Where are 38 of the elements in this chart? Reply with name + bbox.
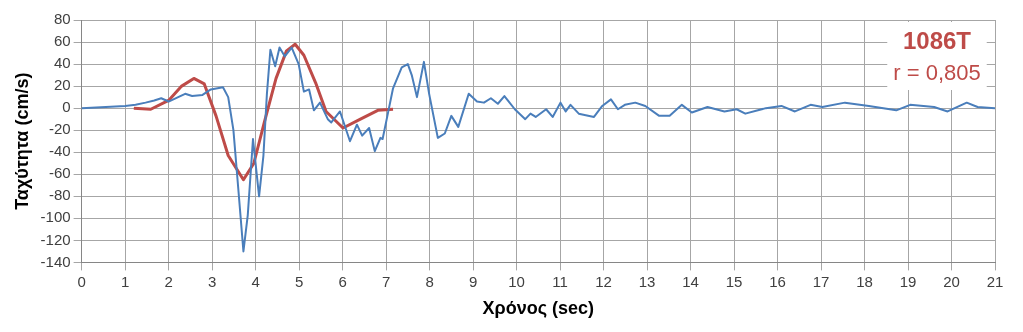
x-tick-label: 5 [294, 272, 304, 290]
annotation: 1086T [902, 26, 972, 54]
x-tick-label: 3 [207, 272, 217, 290]
y-tick-label: -100 [40, 208, 71, 226]
x-tick-label: 13 [638, 272, 656, 290]
x-tick-label: 21 [986, 272, 1004, 290]
x-tick-label: 15 [725, 272, 743, 290]
x-tick-label: 11 [552, 272, 568, 290]
x-tick-label: 1 [120, 272, 130, 290]
x-tick-label: 6 [338, 272, 347, 290]
y-tick-label: -20 [48, 120, 71, 138]
y-axis-title: Ταχύτητα (cm/s) [11, 72, 32, 210]
x-tick-label: 8 [425, 272, 434, 290]
x-tick-label: 20 [943, 272, 960, 290]
x-axis-title: Χρόνος (sec) [482, 298, 595, 319]
y-tick-label: -120 [40, 230, 71, 248]
x-tick-label: 16 [769, 272, 786, 290]
y-tick-label: 60 [53, 32, 71, 50]
x-tick-label: 10 [508, 272, 525, 290]
x-tick-label: 14 [682, 272, 699, 290]
y-tick-label: -140 [40, 252, 71, 270]
y-tick-label: -80 [48, 186, 71, 204]
x-tick-label: 18 [856, 272, 873, 290]
y-tick-label: -40 [48, 142, 71, 160]
x-tick-label: 9 [468, 272, 478, 290]
y-tick-label: -60 [48, 164, 71, 182]
x-tick-label: 17 [812, 272, 830, 290]
y-tick-label: 0 [62, 98, 71, 116]
annotation: r = 0,805 [893, 60, 981, 86]
x-tick-label: 0 [77, 272, 86, 290]
y-tick-label: 20 [53, 76, 71, 94]
x-tick-label: 4 [251, 272, 260, 290]
x-tick-label: 7 [381, 272, 391, 290]
x-tick-label: 12 [595, 272, 612, 290]
y-tick-label: 80 [53, 10, 71, 28]
y-tick-label: 40 [53, 54, 71, 72]
x-tick-label: 2 [164, 272, 173, 290]
x-tick-label: 19 [899, 272, 917, 290]
